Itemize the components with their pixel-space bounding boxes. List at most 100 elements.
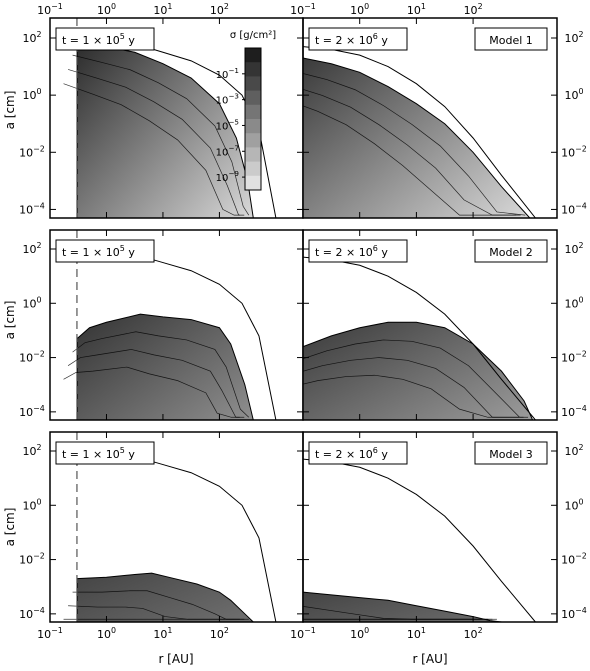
panel-1: t = 1 × 105 y — [49, 17, 304, 219]
y-tick-label: 10−4 — [561, 606, 587, 621]
y-tick-label: 100 — [564, 497, 583, 512]
panel-6: t = 2 × 106 y Model 3 — [302, 431, 558, 623]
x-tick-label: 101 — [407, 626, 426, 641]
time-label: t = 2 × 106 y — [308, 441, 408, 465]
time-label: t = 2 × 106 y — [308, 239, 408, 263]
panel-plot-area — [63, 230, 277, 420]
model-label-text: Model 3 — [489, 448, 533, 461]
panel-5: t = 1 × 105 y — [49, 431, 304, 623]
density-contour — [303, 105, 517, 216]
model-label-box — [474, 27, 548, 51]
x-tick-label: 101 — [153, 626, 172, 641]
time-label-box — [55, 27, 155, 51]
x-tick-label: 102 — [210, 626, 229, 641]
density-region — [303, 57, 531, 218]
x-tick-label-top: 101 — [153, 2, 172, 17]
y-tick-label: 102 — [22, 443, 41, 458]
time-label-text: t = 1 × 105 y — [62, 446, 135, 461]
density-contour — [72, 54, 250, 216]
y-axis-label: a [cm] — [3, 301, 17, 340]
x-tick-label: 100 — [97, 626, 116, 641]
x-tick-label-top: 100 — [350, 2, 369, 17]
time-label-box — [55, 239, 155, 263]
density-contour — [67, 349, 245, 418]
model-label: Model 3 — [474, 441, 548, 465]
density-contour — [72, 331, 250, 418]
y-axis-label: a [cm] — [3, 508, 17, 547]
max-size-curve — [303, 46, 536, 218]
y-tick-label: 100 — [22, 295, 41, 310]
y-axis-label: a [cm] — [3, 91, 17, 130]
y-tick-label: 100 — [22, 87, 41, 102]
time-label: t = 1 × 105 y — [55, 441, 155, 465]
colorbar-frame — [244, 47, 262, 191]
colorbar: σ [g/cm²] — [230, 30, 276, 191]
time-label-text: t = 1 × 105 y — [62, 244, 135, 259]
colorbar-tick-label: 10−3 — [216, 92, 239, 107]
y-tick-label: 100 — [22, 497, 41, 512]
model-label-text: Model 2 — [489, 246, 533, 259]
model-label: Model 2 — [474, 239, 548, 263]
panel-2: t = 2 × 106 y Model 1 — [302, 17, 558, 219]
model-label-box — [474, 441, 548, 465]
time-label-text: t = 2 × 106 y — [315, 446, 388, 461]
y-tick-label: 10−4 — [19, 404, 45, 419]
x-tick-label-top: 101 — [407, 2, 426, 17]
x-tick-label: 10−1 — [37, 626, 63, 641]
colorbar-step — [245, 90, 261, 106]
density-contour — [63, 366, 240, 418]
panel-4: t = 2 × 106 y Model 2 — [302, 229, 558, 421]
model-label-box — [474, 239, 548, 263]
density-contour — [67, 69, 245, 216]
panel-plot-area — [303, 46, 536, 218]
colorbar-tick-label: 10−1 — [216, 66, 239, 81]
colorbar-tick-label: 10−9 — [216, 169, 240, 184]
time-label-box — [308, 441, 408, 465]
y-tick-label: 10−2 — [561, 552, 587, 567]
time-label-text: t = 2 × 106 y — [315, 244, 388, 259]
y-tick-label: 102 — [564, 241, 583, 256]
x-axis-label: r [AU] — [412, 652, 447, 666]
x-tick-label-top: 10−1 — [290, 2, 316, 17]
density-region — [303, 591, 502, 622]
x-tick-label: 100 — [350, 626, 369, 641]
density-contour — [303, 374, 520, 418]
model-label-text: Model 1 — [489, 34, 533, 47]
y-tick-label: 102 — [22, 30, 41, 45]
time-label: t = 1 × 105 y — [55, 27, 155, 51]
colorbar-step — [245, 161, 261, 177]
y-tick-label: 10−4 — [19, 201, 45, 216]
panel-plot-area — [63, 18, 277, 218]
x-tick-label-top: 10−1 — [37, 2, 63, 17]
y-tick-label: 10−2 — [561, 350, 587, 365]
density-contour — [63, 83, 240, 216]
colorbar-label: σ [g/cm²] — [230, 30, 276, 41]
y-tick-label: 102 — [564, 30, 583, 45]
density-region — [76, 572, 254, 622]
density-contour — [303, 73, 526, 216]
panel-plot-area — [303, 458, 536, 622]
colorbar-step — [245, 48, 261, 63]
y-tick-label: 100 — [564, 295, 583, 310]
time-label-text: t = 2 × 106 y — [315, 32, 388, 47]
time-label-box — [308, 239, 408, 263]
panel-frame — [302, 17, 558, 219]
time-label-box — [308, 27, 408, 51]
panel-frame — [302, 229, 558, 421]
y-tick-label: 10−2 — [19, 552, 45, 567]
model-label: Model 1 — [474, 27, 548, 51]
colorbar-step — [245, 76, 261, 92]
panel-3: t = 1 × 105 y — [49, 229, 304, 421]
colorbar-tick-label: 10−5 — [216, 117, 239, 132]
colorbar-step — [245, 133, 261, 148]
x-tick-label: 102 — [464, 626, 483, 641]
panel-plot-area — [303, 256, 536, 420]
x-tick-label-top: 100 — [97, 2, 116, 17]
time-label: t = 1 × 105 y — [55, 239, 155, 263]
panel-plot-area — [63, 432, 277, 622]
time-label-box — [55, 441, 155, 465]
colorbar-step — [245, 104, 261, 120]
y-tick-label: 10−4 — [561, 404, 587, 419]
density-region — [303, 321, 534, 420]
